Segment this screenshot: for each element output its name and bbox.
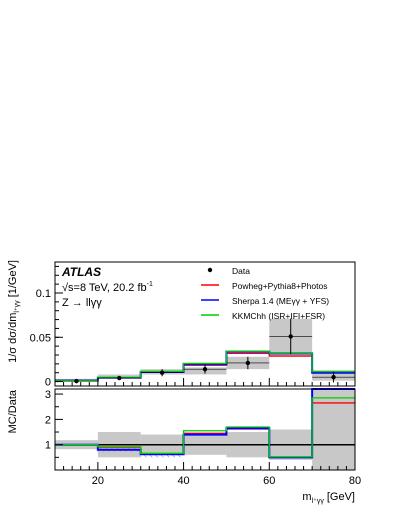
data-point <box>74 378 79 384</box>
ratio-x-axis: 20 40 60 80 <box>54 462 361 487</box>
legend-entry: Sherpa 1.4 (MEγγ + YFS) <box>232 296 329 306</box>
legend-entry: Powheg+Pythia8+Photos <box>232 281 327 291</box>
ratio-band-bin <box>312 389 355 470</box>
main-panel: 0 0.05 0.1 1/σ dσ/dml⁺γγ [1/GeV] <box>7 260 356 389</box>
legend-entry: Data <box>232 266 250 276</box>
ratio-series-line <box>55 397 355 458</box>
data-point <box>159 370 165 375</box>
data-points <box>55 318 355 384</box>
data-point <box>245 360 251 366</box>
ratio-frame <box>54 388 356 471</box>
data-point <box>331 374 336 380</box>
main-x-ticks <box>54 378 356 386</box>
experiment-labels: ATLAS √s=8 TeV, 20.2 fb-1 Z → llγγ <box>61 265 153 309</box>
main-band-bin <box>97 374 141 377</box>
data-point <box>288 334 293 339</box>
legend: Data Powheg+Pythia8+Photos Sherpa 1.4 (MEγ… <box>201 266 329 321</box>
main-y-tick-label: 0.05 <box>30 332 51 344</box>
ratio-panel: 1 2 3 20 40 60 80 MC/Data ml⁺γγ [GeV] <box>7 388 361 505</box>
ratio-y-tick-label: 1 <box>45 440 51 452</box>
ratio-x-tick-label: 40 <box>177 475 189 487</box>
ratio-x-axis-label: ml⁺γγ [GeV] <box>302 491 355 505</box>
ratio-y-axis: 1 2 3 <box>45 389 63 458</box>
atlas-logo-text: ATLAS <box>61 265 101 279</box>
data-point <box>202 366 208 372</box>
main-y-axis-label: 1/σ dσ/dml⁺γγ [1/GeV] <box>7 260 21 363</box>
ratio-hatch-blue <box>140 453 184 458</box>
data-point <box>117 375 122 381</box>
main-y-axis: 0 0.05 0.1 <box>30 265 63 389</box>
process-label: Z → llγγ <box>62 297 102 309</box>
legend-entry: KKMChh (ISR+IFI+FSR) <box>232 311 325 321</box>
ratio-x-tick-label: 80 <box>349 475 361 487</box>
main-frame <box>54 261 356 387</box>
main-y-tick-label: 0.1 <box>36 288 51 300</box>
main-y-tick-label: 0 <box>45 377 51 389</box>
ratio-y-tick-label: 3 <box>45 389 51 401</box>
ratio-y-tick-label: 2 <box>45 414 51 426</box>
ratio-mc-series <box>55 388 355 459</box>
main-series-line <box>55 350 355 382</box>
ratio-y-axis-label: MC/Data <box>7 389 19 433</box>
ratio-x-tick-label: 20 <box>92 475 104 487</box>
energy-lumi-label: √s=8 TeV, 20.2 fb-1 <box>62 281 153 294</box>
ratio-x-tick-label: 60 <box>263 475 275 487</box>
legend-marker <box>207 267 213 273</box>
